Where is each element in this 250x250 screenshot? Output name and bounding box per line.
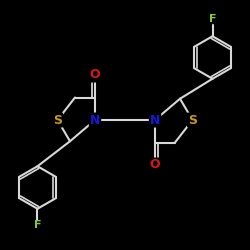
Text: N: N [150, 114, 160, 126]
Text: F: F [34, 220, 41, 230]
Text: N: N [90, 114, 100, 126]
Text: O: O [90, 68, 100, 82]
Text: S: S [53, 114, 62, 126]
Text: O: O [150, 158, 160, 172]
Text: F: F [209, 14, 216, 24]
Text: S: S [188, 114, 197, 126]
